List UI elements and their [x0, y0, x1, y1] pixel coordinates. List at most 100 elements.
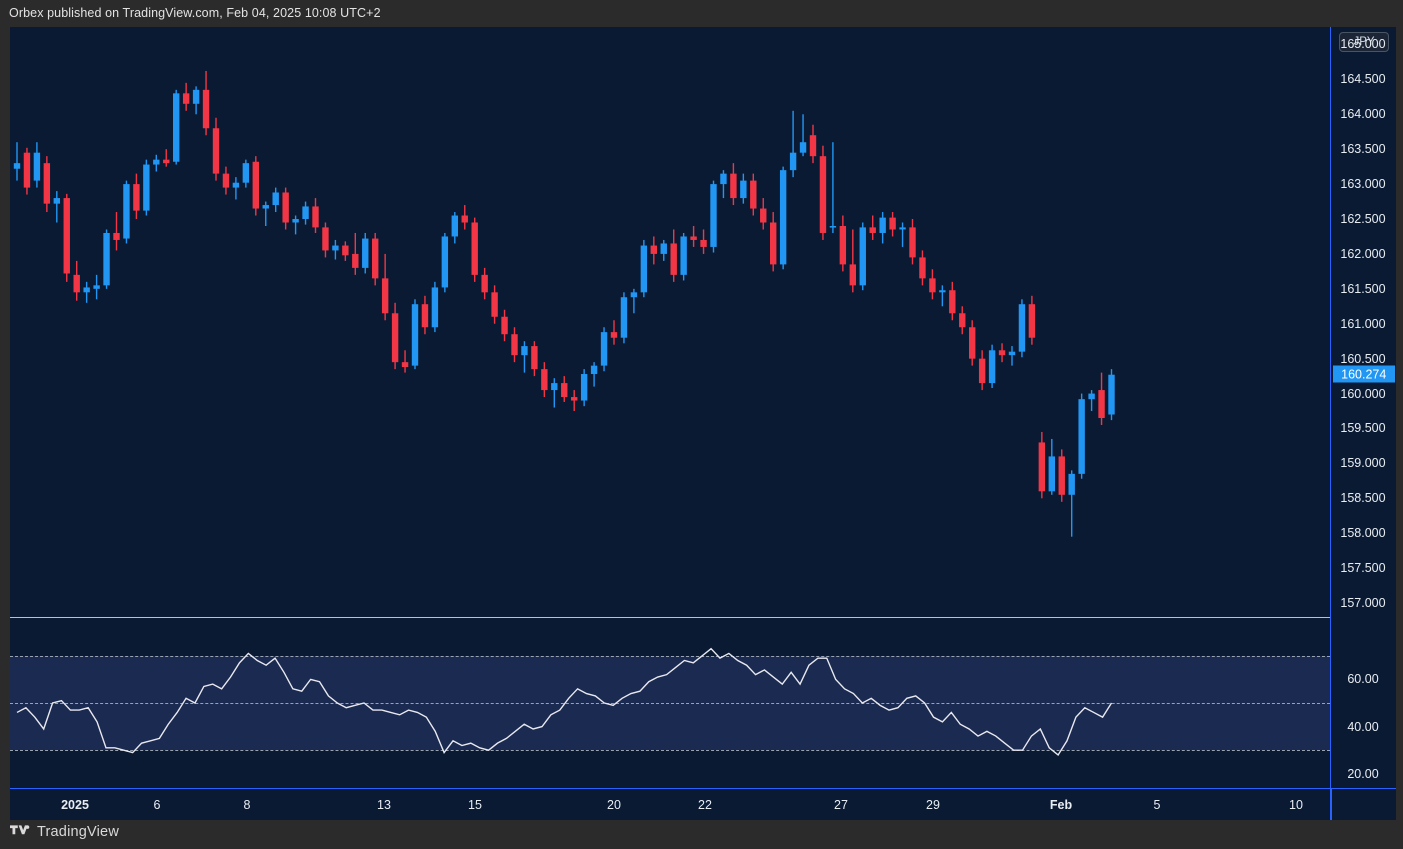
candle-body [710, 184, 717, 247]
candle-body [969, 327, 976, 359]
candle-body [372, 238, 379, 279]
candlestick-series [13, 70, 1115, 537]
candle-wick [165, 149, 167, 167]
candle-body [949, 290, 956, 314]
candle-body [1098, 390, 1105, 419]
candle-body [83, 287, 90, 293]
candle-body [760, 208, 767, 223]
symbol-badge[interactable]: JPY [1339, 32, 1389, 52]
candle-wick [294, 215, 297, 235]
rsi-level-70-line [10, 655, 1330, 657]
candle-body [491, 292, 498, 317]
rsi-pane[interactable] [10, 618, 1330, 788]
candle-body [869, 227, 876, 233]
candle-body [750, 180, 757, 209]
candle-body [113, 232, 120, 240]
price-tick-label: 157.500 [1340, 561, 1386, 576]
candle-body [93, 285, 100, 289]
candle-body [829, 225, 837, 228]
candle-wick [941, 285, 944, 307]
candle-wick [115, 212, 118, 251]
candle-body [700, 239, 707, 247]
candle-body [352, 253, 359, 268]
candle-body [740, 180, 747, 199]
candle-body [571, 397, 578, 401]
candle-body [909, 227, 916, 258]
time-tick-label: 10 [1289, 798, 1303, 812]
current-price-badge[interactable]: 160.274 [1332, 365, 1395, 383]
price-tick-label: 164.500 [1340, 72, 1386, 87]
price-tick-label: 161.000 [1340, 316, 1386, 331]
candle-body [302, 206, 309, 220]
candle-body [580, 374, 588, 401]
candle-body [770, 222, 777, 265]
footer-bar [0, 820, 1403, 849]
candle-wick [1090, 390, 1093, 412]
candle-body [1108, 374, 1115, 415]
candle-body [889, 217, 896, 230]
price-pane[interactable] [10, 27, 1330, 617]
candle-body [809, 135, 817, 157]
candle-body [43, 163, 51, 204]
candle-wick [16, 142, 18, 181]
time-tick-label: 13 [377, 798, 391, 812]
candle-body [182, 93, 190, 104]
candle-body [53, 198, 60, 204]
candle-body [471, 222, 478, 275]
candle-wick [792, 110, 794, 178]
candle-body [620, 297, 628, 338]
time-scale[interactable]: 2025 6 8 13 15 20 22 27 29 Feb 5 10 [10, 788, 1396, 820]
candle-body [391, 313, 399, 363]
candle-body [561, 383, 568, 398]
rsi-tick-label: 40.00 [1347, 719, 1379, 734]
rsi-line-series [16, 647, 1113, 756]
candle-body [521, 346, 528, 356]
time-tick-label: 27 [834, 798, 848, 812]
candle-body [362, 238, 369, 268]
candle-body [799, 142, 807, 153]
candle-body [988, 350, 996, 384]
rsi-level-30-line [10, 750, 1330, 752]
candle-body [690, 236, 697, 240]
candle-body [173, 93, 180, 162]
candle-body [1008, 351, 1016, 356]
price-tick-label: 161.500 [1340, 281, 1386, 296]
candle-body [501, 316, 508, 335]
candle-body [650, 245, 657, 254]
candle-body [202, 89, 210, 129]
tradingview-logo[interactable]: TradingView [10, 824, 119, 840]
candle-body [212, 128, 220, 174]
candle-body [730, 173, 737, 199]
candle-wick [1071, 470, 1073, 537]
publication-credit: Orbex published on TradingView.com, Feb … [9, 6, 381, 20]
candle-body [600, 332, 608, 366]
candle-wick [901, 222, 904, 247]
candle-body [232, 182, 240, 188]
candle-body [381, 278, 389, 314]
candle-wick [235, 177, 237, 200]
candle-wick [553, 378, 555, 408]
candle-body [163, 159, 170, 164]
price-tick-label: 159.000 [1340, 456, 1386, 471]
candle-body [879, 217, 886, 233]
time-tick-label: 20 [607, 798, 621, 812]
rsi-tick-label: 20.00 [1347, 766, 1379, 781]
price-tick-label: 160.000 [1340, 386, 1386, 401]
candle-wick [722, 170, 725, 199]
candle-body [939, 290, 946, 293]
candle-body [919, 257, 926, 279]
candle-body [929, 278, 936, 293]
candle-body [401, 362, 409, 368]
candle-wick [802, 114, 804, 157]
rsi-scale[interactable]: 60.00 40.00 20.00 [1330, 618, 1396, 788]
candle-body [630, 292, 638, 298]
candle-body [551, 383, 558, 391]
price-tick-label: 160.500 [1340, 351, 1386, 366]
candle-body [282, 192, 289, 223]
pane-separator[interactable] [10, 617, 1330, 618]
candle-body [511, 334, 518, 356]
price-tick-label: 157.000 [1340, 596, 1386, 611]
candle-body [23, 152, 31, 188]
candle-body [322, 227, 329, 251]
tradingview-logo-text: TradingView [37, 824, 119, 840]
